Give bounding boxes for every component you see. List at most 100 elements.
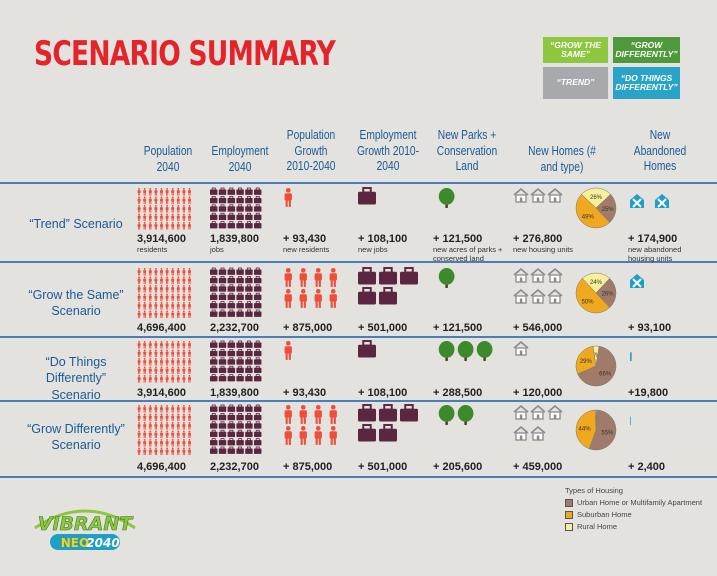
person-icon: [154, 205, 158, 213]
person-icon: [171, 422, 175, 430]
person-icon: [329, 405, 337, 424]
person-icon: [154, 285, 158, 293]
person-icon: [284, 289, 292, 308]
person-icon: [143, 293, 147, 302]
person-icon: [171, 341, 175, 349]
briefcase-icon: [218, 221, 227, 229]
person-icon: [137, 430, 141, 439]
population-growth-value: + 93,430: [283, 387, 327, 399]
person-icon: [154, 447, 158, 456]
person-icon: [176, 285, 180, 293]
person-icon: [182, 349, 186, 358]
briefcase-icon: [358, 187, 376, 205]
tree-icon: [438, 188, 455, 208]
employment-growth-unit: new jobs: [358, 245, 388, 254]
briefcase-icon: [245, 204, 253, 212]
briefcase-icon: [218, 212, 227, 221]
tree-icon: [438, 341, 455, 361]
person-icon: [188, 285, 191, 293]
population-growth-value: + 93,430: [283, 233, 327, 245]
house-icon: [530, 288, 546, 304]
person-icon: [160, 405, 163, 413]
new-parks-value: + 121,500: [433, 233, 483, 245]
person-icon: [148, 422, 152, 430]
person-icon: [171, 349, 175, 358]
briefcase-icon: [210, 421, 218, 429]
person-icon: [165, 422, 169, 430]
briefcase-icon: [218, 301, 227, 309]
pie-slice-rural: [592, 345, 600, 367]
house-icon: [513, 425, 529, 441]
pie-slice-rural: [581, 187, 611, 209]
abandoned-house-icon: [630, 274, 644, 288]
column-header-new-parks: New Parks + Conservation Land: [436, 128, 498, 174]
page-title: SCENARIO SUMMARY: [34, 34, 336, 74]
person-icon: [143, 222, 147, 230]
person-icon: [137, 375, 141, 383]
briefcase-icon: [236, 429, 244, 438]
pie-label: 49%: [582, 215, 595, 221]
person-icon: [137, 405, 141, 413]
person-icon: [176, 358, 180, 366]
briefcase-icon: [227, 446, 236, 454]
briefcase-icon: [400, 404, 418, 422]
pie-label: 29%: [580, 359, 593, 365]
person-icon: [176, 439, 180, 447]
briefcase-icon: [245, 421, 253, 429]
pie-slice-rural: [595, 409, 597, 431]
person-icon: [188, 188, 191, 196]
briefcase-icon: [254, 221, 262, 229]
briefcase-icon: [245, 357, 253, 365]
briefcase-icon: [210, 221, 218, 229]
briefcase-icon: [254, 187, 262, 195]
briefcase-icon: [210, 204, 218, 212]
briefcase-icon: [245, 374, 253, 382]
pie-label: 5%: [592, 353, 601, 359]
pie-label: 66%: [599, 372, 612, 378]
person-icon: [137, 213, 141, 222]
person-icon: [148, 276, 152, 285]
person-icon: [284, 268, 292, 287]
person-icon: [143, 439, 147, 447]
person-icon: [143, 285, 147, 293]
housing-type-legend: Types of Housing Urban Home or Multifami…: [565, 486, 702, 531]
person-icon: [182, 268, 186, 276]
person-icon: [182, 422, 186, 430]
briefcase-icon: [218, 446, 227, 454]
person-icon: [165, 222, 169, 230]
person-icon: [182, 293, 186, 302]
person-icon: [160, 196, 163, 205]
briefcase-icon: [210, 340, 218, 348]
person-icon: [176, 302, 180, 310]
person-icon: [188, 213, 191, 222]
person-icon: [137, 349, 141, 358]
person-icon: [165, 205, 169, 213]
person-icon: [165, 375, 169, 383]
person-icon: [165, 358, 169, 366]
person-icon: [176, 222, 180, 230]
house-icon: [530, 425, 546, 441]
briefcase-icon: [358, 267, 376, 285]
briefcase-icon: [227, 212, 236, 221]
person-icon: [148, 405, 152, 413]
person-icon: [148, 439, 152, 447]
briefcase-icon: [236, 421, 244, 429]
row-divider: [0, 400, 717, 402]
new-parks-value: + 205,600: [433, 461, 483, 473]
person-icon: [154, 349, 158, 358]
briefcase-icon: [245, 429, 253, 438]
person-icon: [137, 276, 141, 285]
person-icon: [165, 188, 169, 196]
person-icon: [176, 276, 180, 285]
briefcase-icon: [236, 374, 244, 382]
person-icon: [329, 289, 337, 308]
briefcase-icon: [218, 292, 227, 301]
briefcase-icon: [227, 275, 236, 284]
person-icon: [165, 213, 169, 222]
person-icon: [171, 413, 175, 422]
person-icon: [143, 366, 147, 375]
briefcase-icon: [227, 365, 236, 374]
briefcase-icon: [236, 195, 244, 204]
person-icon: [148, 213, 152, 222]
person-icon: [176, 188, 180, 196]
